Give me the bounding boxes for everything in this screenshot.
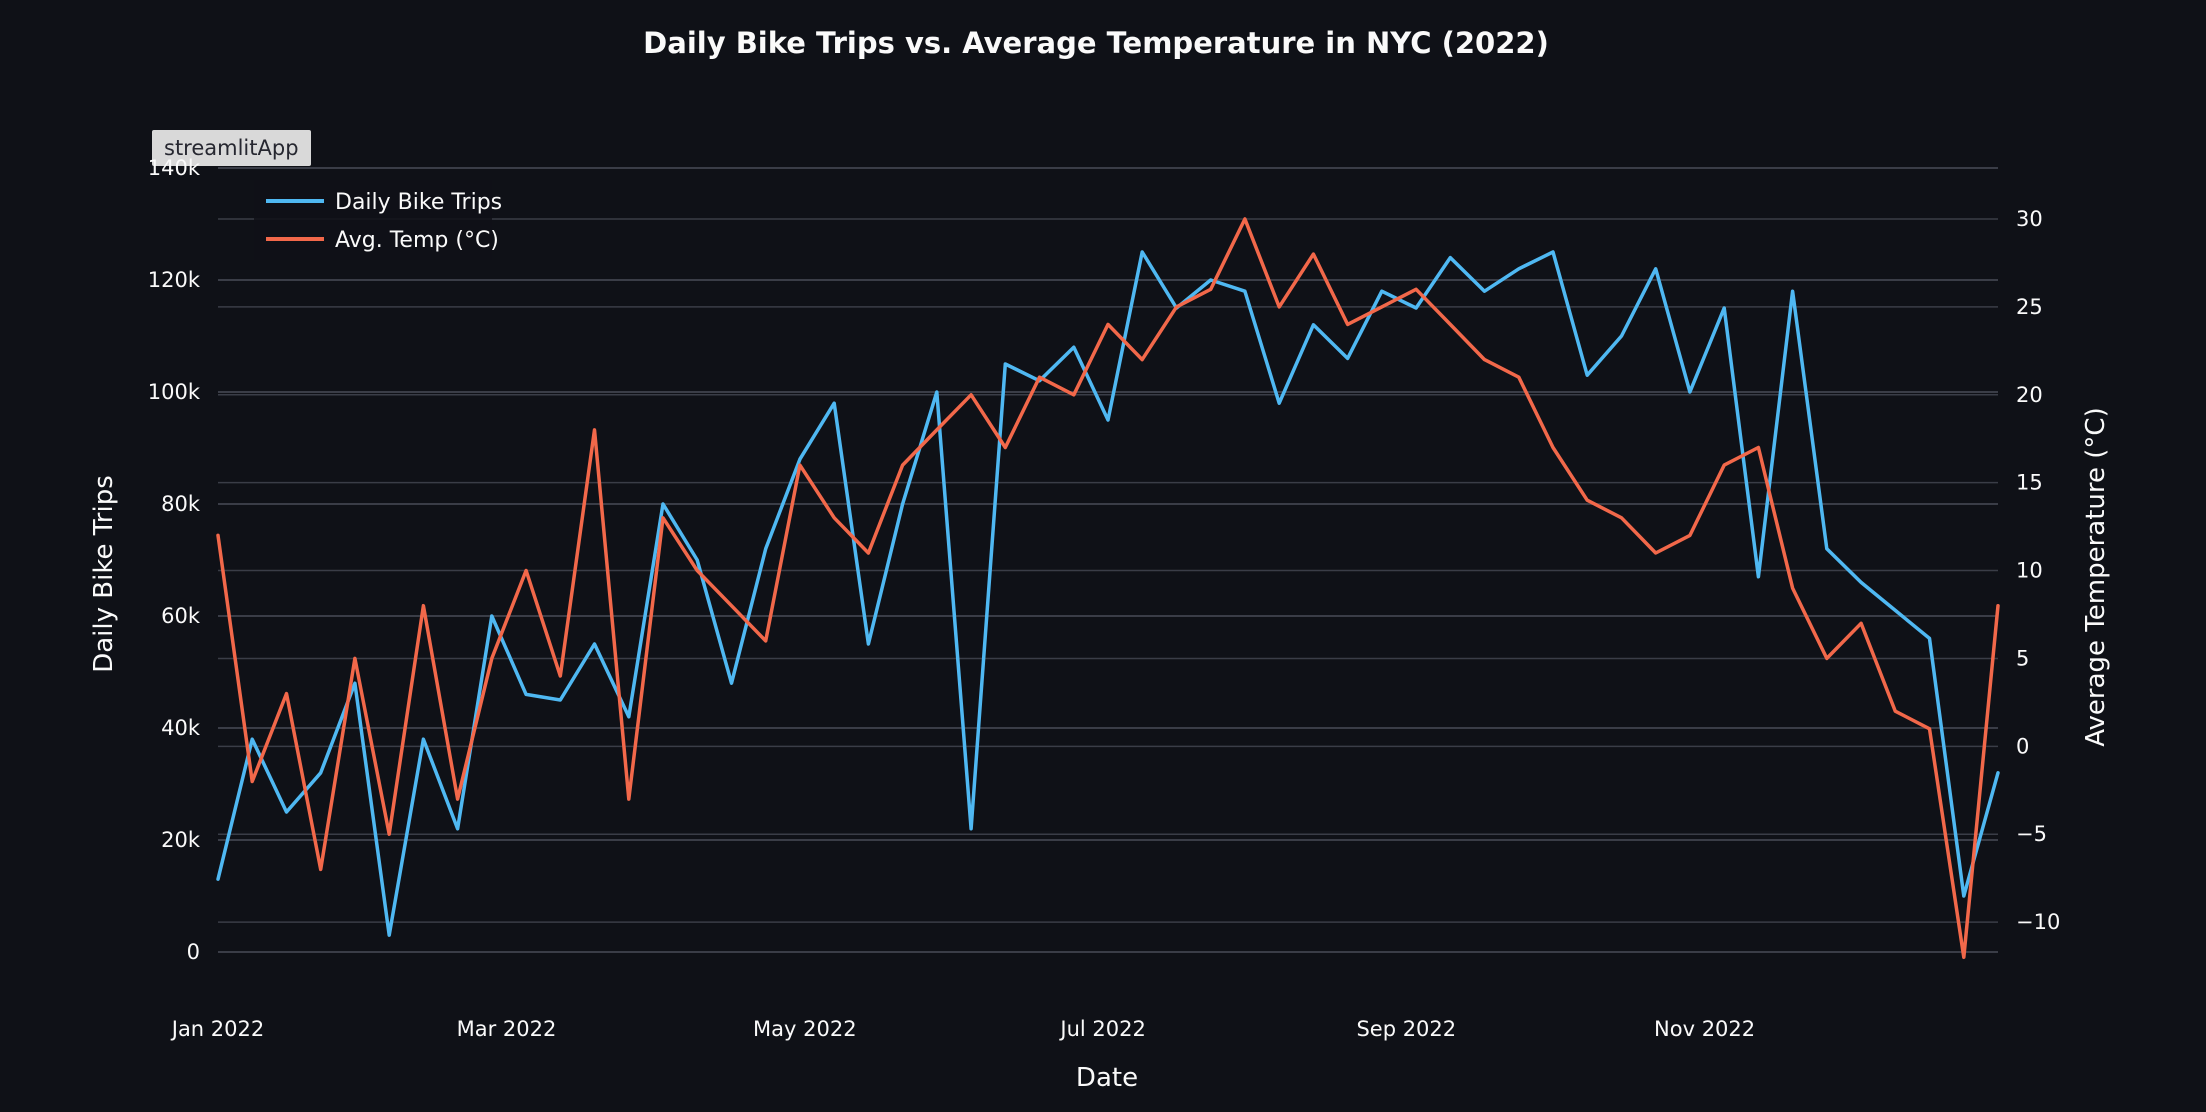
x-tick-label: Nov 2022 — [1654, 1017, 1755, 1041]
legend: Daily Bike Trips Avg. Temp (°C) — [254, 180, 502, 260]
y2-tick-label: 30 — [2016, 207, 2043, 231]
series-layer — [216, 217, 2000, 960]
legend-label-trips: Daily Bike Trips — [335, 190, 502, 215]
streamlit-app-badge: streamlitApp — [152, 130, 311, 166]
axes: 0 20k 40k 60k 80k 100k 120k 140k −10 −5 0 5 10 15 20 25… — [148, 156, 2061, 1041]
x-axis-title: Date — [1076, 1063, 1138, 1093]
y-tick-label: 100k — [148, 380, 201, 404]
y-tick-label: 120k — [148, 268, 201, 292]
y-tick-label: 20k — [161, 828, 201, 852]
x-tick-label: Sep 2022 — [1356, 1017, 1456, 1041]
y-axis-title: Daily Bike Trips — [89, 475, 119, 673]
x-tick-label: Mar 2022 — [457, 1017, 557, 1041]
y-tick-label: 40k — [161, 716, 201, 740]
y2-tick-label: 10 — [2016, 559, 2043, 583]
y2-tick-label: 15 — [2016, 471, 2043, 495]
y-tick-label: 60k — [161, 604, 201, 628]
y2-tick-label: 0 — [2016, 734, 2029, 758]
y2-tick-label: −10 — [2016, 910, 2060, 934]
chart-title: Daily Bike Trips vs. Average Temperature… — [643, 26, 1549, 60]
y-tick-label: 140k — [148, 156, 201, 180]
legend-label-temp: Avg. Temp (°C) — [335, 228, 499, 253]
y2-tick-label: 20 — [2016, 383, 2043, 407]
x-tick-label: Jan 2022 — [170, 1017, 265, 1041]
y-tick-label: 0 — [187, 940, 200, 964]
series-line-trips — [216, 250, 2000, 937]
grid-lines — [218, 167, 1998, 953]
x-tick-label: May 2022 — [753, 1017, 857, 1041]
x-tick-label: Jul 2022 — [1058, 1017, 1145, 1041]
legend-background — [254, 180, 492, 260]
y-tick-label: 80k — [161, 492, 201, 516]
y2-tick-label: −5 — [2016, 822, 2047, 846]
y2-axis-title: Average Temperature (°C) — [2081, 407, 2111, 746]
series-line-temp — [216, 217, 2000, 960]
y2-tick-label: 5 — [2016, 646, 2029, 670]
y2-tick-label: 25 — [2016, 295, 2043, 319]
